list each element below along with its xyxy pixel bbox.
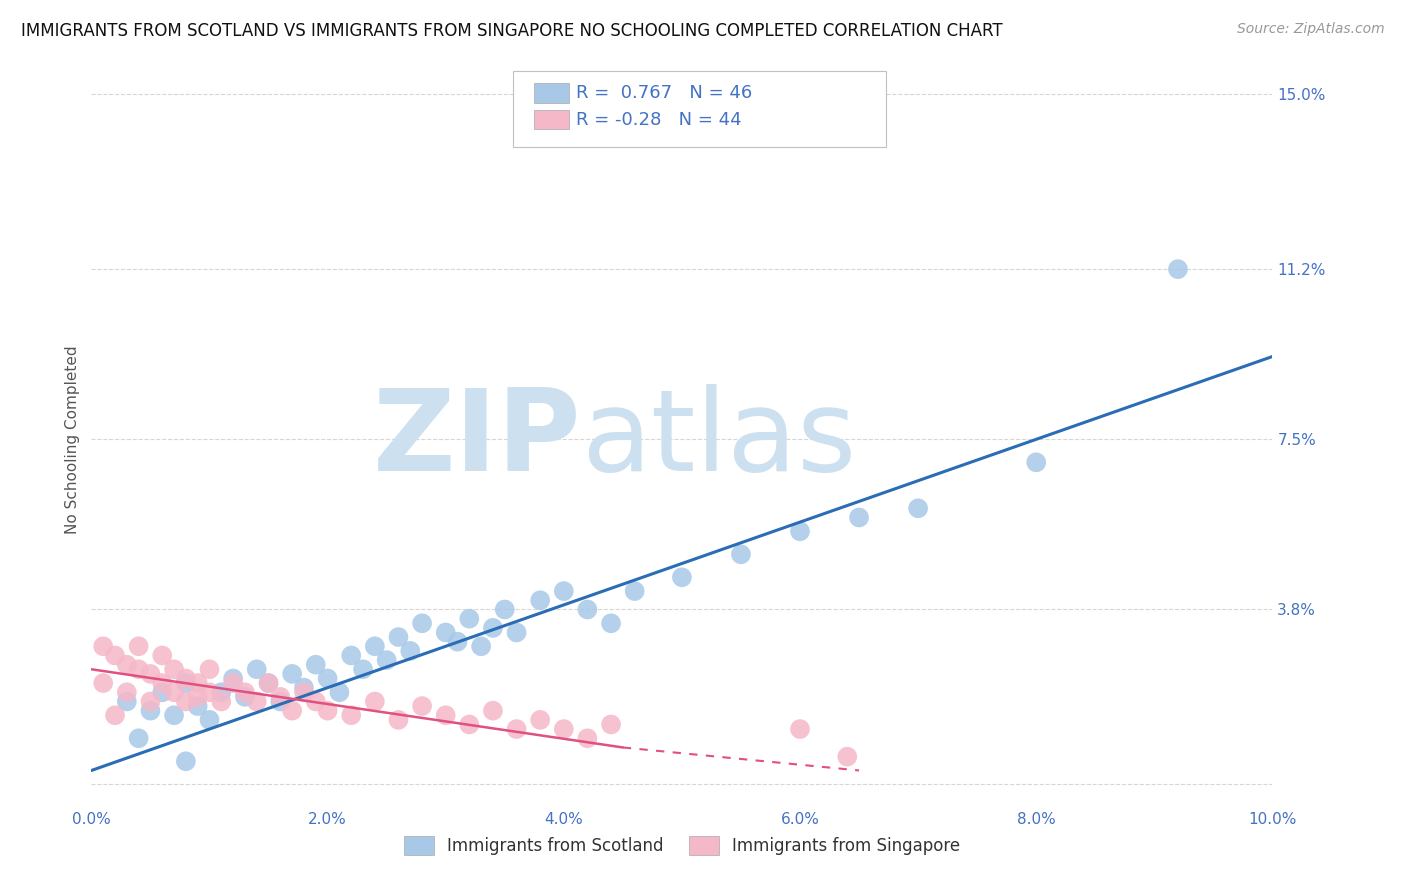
Point	[446, 634, 468, 648]
Point	[104, 648, 127, 663]
Point	[233, 690, 256, 704]
Point	[246, 662, 269, 676]
Point	[623, 584, 645, 599]
Point	[305, 694, 328, 708]
Point	[458, 717, 481, 731]
Text: IMMIGRANTS FROM SCOTLAND VS IMMIGRANTS FROM SINGAPORE NO SCHOOLING COMPLETED COR: IMMIGRANTS FROM SCOTLAND VS IMMIGRANTS F…	[21, 22, 1002, 40]
Point	[91, 640, 114, 654]
Point	[316, 704, 339, 718]
Point	[128, 662, 150, 676]
Point	[163, 662, 186, 676]
Point	[174, 754, 197, 768]
Point	[150, 648, 173, 663]
Text: R = -0.28   N = 44: R = -0.28 N = 44	[576, 111, 742, 128]
Point	[292, 685, 315, 699]
Point	[187, 690, 209, 704]
Point	[233, 685, 256, 699]
Point	[174, 672, 197, 686]
Point	[292, 681, 315, 695]
Point	[115, 657, 138, 672]
Point	[1025, 455, 1047, 469]
Point	[198, 662, 221, 676]
Point	[387, 713, 409, 727]
Point	[600, 717, 623, 731]
Point	[139, 666, 162, 681]
Point	[411, 616, 433, 631]
Point	[399, 644, 422, 658]
Point	[434, 625, 457, 640]
Legend: Immigrants from Scotland, Immigrants from Singapore: Immigrants from Scotland, Immigrants fro…	[396, 829, 967, 862]
Point	[529, 713, 551, 727]
Point	[907, 501, 929, 516]
Point	[482, 704, 505, 718]
Point	[789, 722, 811, 736]
Point	[340, 708, 363, 723]
Point	[340, 648, 363, 663]
Point	[600, 616, 623, 631]
Point	[529, 593, 551, 607]
Point	[187, 676, 209, 690]
Point	[352, 662, 374, 676]
Point	[375, 653, 398, 667]
Point	[364, 694, 387, 708]
Point	[139, 704, 162, 718]
Point	[163, 685, 186, 699]
Point	[139, 694, 162, 708]
Point	[104, 708, 127, 723]
Point	[281, 704, 304, 718]
Point	[434, 708, 457, 723]
Point	[91, 676, 114, 690]
Point	[411, 699, 433, 714]
Point	[281, 666, 304, 681]
Point	[364, 640, 387, 654]
Point	[553, 584, 575, 599]
Point	[576, 602, 599, 616]
Point	[458, 612, 481, 626]
Text: R =  0.767   N = 46: R = 0.767 N = 46	[576, 84, 752, 102]
Y-axis label: No Schooling Completed: No Schooling Completed	[65, 345, 80, 533]
Point	[128, 731, 150, 746]
Point	[222, 676, 245, 690]
Point	[174, 676, 197, 690]
Point	[316, 672, 339, 686]
Point	[257, 676, 280, 690]
Point	[187, 699, 209, 714]
Text: ZIP: ZIP	[373, 384, 582, 495]
Point	[128, 640, 150, 654]
Point	[269, 694, 291, 708]
Point	[553, 722, 575, 736]
Point	[837, 749, 859, 764]
Point	[470, 640, 492, 654]
Point	[789, 524, 811, 539]
Point	[198, 685, 221, 699]
Point	[1167, 262, 1189, 277]
Point	[115, 685, 138, 699]
Point	[269, 690, 291, 704]
Point	[150, 676, 173, 690]
Text: atlas: atlas	[582, 384, 856, 495]
Point	[163, 708, 186, 723]
Point	[730, 547, 752, 561]
Point	[387, 630, 409, 644]
Point	[115, 694, 138, 708]
Point	[482, 621, 505, 635]
Point	[328, 685, 350, 699]
Point	[576, 731, 599, 746]
Point	[505, 625, 527, 640]
Point	[222, 672, 245, 686]
Point	[150, 685, 173, 699]
Point	[174, 694, 197, 708]
Point	[257, 676, 280, 690]
Point	[209, 685, 232, 699]
Point	[305, 657, 328, 672]
Point	[246, 694, 269, 708]
Point	[198, 713, 221, 727]
Point	[505, 722, 527, 736]
Point	[494, 602, 516, 616]
Point	[209, 694, 232, 708]
Text: Source: ZipAtlas.com: Source: ZipAtlas.com	[1237, 22, 1385, 37]
Point	[671, 570, 693, 584]
Point	[848, 510, 870, 524]
